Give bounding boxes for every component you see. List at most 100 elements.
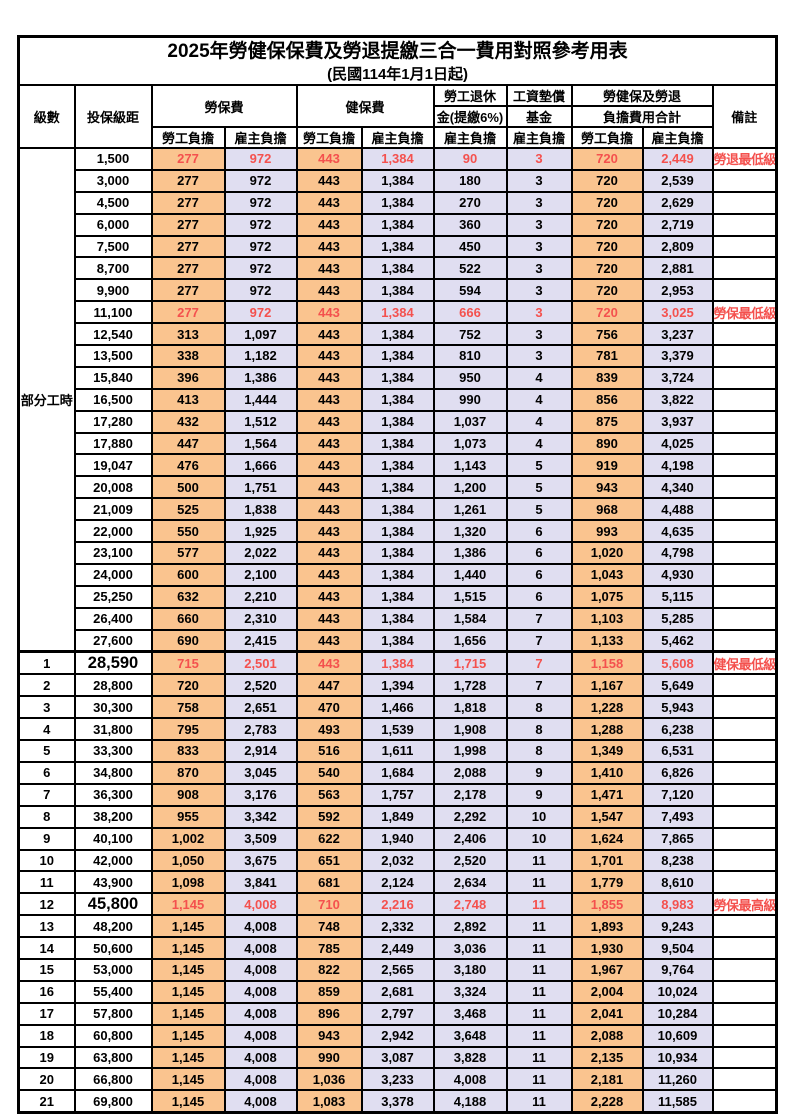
bracket-cell: 42,000 <box>73 848 153 873</box>
value-cell: 1,466 <box>360 695 435 720</box>
value-cell: 4,008 <box>223 979 298 1004</box>
bracket-cell: 8,700 <box>73 256 153 281</box>
value-cell: 1,384 <box>360 256 435 281</box>
table-row: 16 55,400 1,145 4,008 859 2,681 3,324 11 2,004 10… <box>17 979 778 1004</box>
bracket-cell: 28,800 <box>73 673 153 698</box>
value-cell: 3,036 <box>432 936 508 960</box>
value-cell: 3,468 <box>432 1001 508 1026</box>
value-cell: 10 <box>505 804 573 829</box>
value-cell: 1,261 <box>432 497 508 522</box>
value-cell: 3 <box>505 322 573 347</box>
table-row: 7 36,300 908 3,176 563 1,757 2,178 9 1,471 7,120 <box>17 782 778 807</box>
remark-cell: 勞退最低級距 <box>711 147 778 171</box>
table-row: 4,500 277 972 443 1,384 270 3 720 2,629 <box>19 190 778 215</box>
value-cell: 1,444 <box>223 387 298 412</box>
value-cell: 443 <box>295 168 363 193</box>
value-cell: 972 <box>223 278 298 303</box>
value-cell: 681 <box>295 870 363 895</box>
value-cell: 1,384 <box>360 650 435 676</box>
header-wage-fund-line1: 工資墊償 <box>505 84 573 107</box>
value-cell: 10,609 <box>641 1023 714 1048</box>
value-cell: 9,243 <box>641 914 714 939</box>
value-cell: 1,386 <box>432 541 508 565</box>
value-cell: 2,100 <box>223 562 298 587</box>
value-cell: 1,200 <box>432 475 508 500</box>
remark-cell: 勞保最低級距 <box>711 300 778 325</box>
bracket-cell: 27,600 <box>73 628 153 654</box>
value-cell: 1,666 <box>223 453 298 478</box>
value-cell: 2,022 <box>223 541 298 565</box>
table-row: 2 28,800 720 2,520 447 1,394 1,728 7 1,167 5,649 <box>17 673 778 698</box>
value-cell: 651 <box>295 848 363 873</box>
table-row: 17 57,800 1,145 4,008 896 2,797 3,468 11 2,041 10… <box>17 1001 778 1026</box>
table-row: 21 69,800 1,145 4,008 1,083 3,378 4,188 11 2,228… <box>17 1089 778 1114</box>
value-cell: 4 <box>505 387 573 412</box>
value-cell: 2,783 <box>223 717 298 742</box>
value-cell: 447 <box>295 673 363 698</box>
value-cell: 720 <box>570 256 644 281</box>
value-cell: 10 <box>505 826 573 851</box>
subheader-total-employee: 勞工負擔 <box>570 126 644 149</box>
remark-cell <box>711 760 778 785</box>
value-cell: 500 <box>150 475 226 500</box>
value-cell: 943 <box>570 475 644 500</box>
value-cell: 1,384 <box>360 584 435 609</box>
value-cell: 2,942 <box>360 1023 435 1048</box>
value-cell: 1,684 <box>360 760 435 785</box>
value-cell: 1,656 <box>432 628 508 654</box>
value-cell: 563 <box>295 782 363 807</box>
value-cell: 277 <box>150 256 226 281</box>
value-cell: 1,098 <box>150 870 226 895</box>
value-cell: 710 <box>295 892 363 917</box>
level-cell: 11 <box>17 870 76 895</box>
value-cell: 10,024 <box>641 979 714 1004</box>
value-cell: 11 <box>505 1067 573 1092</box>
value-cell: 1,384 <box>360 234 435 259</box>
value-cell: 1,145 <box>150 1045 226 1070</box>
value-cell: 443 <box>295 606 363 631</box>
table-row: 18 60,800 1,145 4,008 943 2,942 3,648 11 2,088 10… <box>17 1023 778 1048</box>
bracket-cell: 9,900 <box>73 278 153 303</box>
value-cell: 3 <box>505 344 573 368</box>
value-cell: 1,384 <box>360 344 435 368</box>
subheader-pension-employer: 雇主負擔 <box>432 126 508 149</box>
remark-cell <box>711 1045 778 1070</box>
value-cell: 1,349 <box>570 739 644 763</box>
value-cell: 277 <box>150 300 226 325</box>
value-cell: 2,210 <box>223 584 298 609</box>
table-row: 4 31,800 795 2,783 493 1,539 1,908 8 1,288 6,238 <box>17 717 778 742</box>
value-cell: 2,520 <box>432 848 508 873</box>
bracket-cell: 3,000 <box>73 168 153 193</box>
table-row: 26,400 660 2,310 443 1,384 1,584 7 1,103 5,285 <box>19 606 778 631</box>
remark-cell <box>711 256 778 281</box>
value-cell: 5,943 <box>641 695 714 720</box>
value-cell: 5 <box>505 475 573 500</box>
remark-cell <box>711 234 778 259</box>
value-cell: 7 <box>505 606 573 631</box>
value-cell: 180 <box>432 168 508 193</box>
value-cell: 8 <box>505 695 573 720</box>
value-cell: 5,608 <box>641 650 714 676</box>
value-cell: 666 <box>432 300 508 325</box>
value-cell: 443 <box>295 650 363 676</box>
value-cell: 443 <box>295 409 363 434</box>
table-row: 13,500 338 1,182 443 1,384 810 3 781 3,379 <box>19 344 778 368</box>
value-cell: 5 <box>505 497 573 522</box>
value-cell: 1,097 <box>223 322 298 347</box>
value-cell: 2,415 <box>223 628 298 654</box>
bracket-cell: 31,800 <box>73 717 153 742</box>
value-cell: 2,406 <box>432 826 508 851</box>
value-cell: 1,384 <box>360 300 435 325</box>
bracket-cell: 26,400 <box>73 606 153 631</box>
value-cell: 443 <box>295 628 363 654</box>
value-cell: 470 <box>295 695 363 720</box>
value-cell: 1,386 <box>223 365 298 390</box>
table-row: 21,009 525 1,838 443 1,384 1,261 5 968 4,488 <box>19 497 778 522</box>
bracket-cell: 6,000 <box>73 212 153 237</box>
value-cell: 2,953 <box>641 278 714 303</box>
value-cell: 2,032 <box>360 848 435 873</box>
value-cell: 756 <box>570 322 644 347</box>
value-cell: 277 <box>150 168 226 193</box>
value-cell: 972 <box>223 300 298 325</box>
